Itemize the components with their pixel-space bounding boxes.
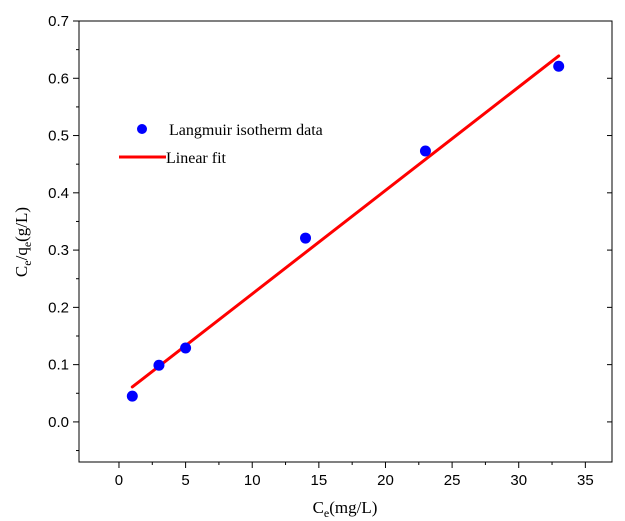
right-axis-ticks [607, 20, 612, 423]
x-axis: 0 5 10 15 20 25 30 35 [115, 462, 594, 489]
y-tick-label: 0.6 [48, 70, 69, 87]
plot-frame [78, 20, 613, 463]
data-point [300, 232, 312, 244]
y-tick-label: 0.4 [48, 185, 69, 202]
legend-marker-scatter [137, 124, 147, 134]
x-axis-title: Ce(mg/L) [313, 498, 378, 520]
y-tick-label: 0.0 [48, 414, 69, 431]
y-tick-label: 0.2 [48, 299, 69, 316]
x-tick-label: 5 [181, 472, 189, 489]
y-axis-title: Ce/qe(g/L) [12, 207, 34, 277]
y-tick-label: 0.3 [48, 242, 69, 259]
data-point [153, 359, 165, 371]
x-tick-label: 20 [377, 472, 394, 489]
legend-label-scatter: Langmuir isotherm data [169, 122, 323, 139]
data-point [419, 145, 431, 157]
y-tick-label: 0.7 [48, 13, 69, 30]
x-tick-label: 30 [510, 472, 527, 489]
x-tick-label: 0 [115, 472, 123, 489]
y-tick-label: 0.5 [48, 128, 69, 145]
x-tick-label: 15 [311, 472, 328, 489]
data-point [126, 390, 138, 402]
legend-label-line: Linear fit [166, 150, 227, 167]
y-tick-label: 0.1 [48, 357, 69, 374]
fit-line [130, 54, 561, 389]
x-tick-label: 25 [444, 472, 461, 489]
legend: Langmuir isotherm data Linear fit [119, 122, 323, 167]
y-axis: 0.0 0.1 0.2 0.3 0.4 0.5 0.6 0.7 [48, 13, 79, 452]
x-tick-label: 10 [244, 472, 261, 489]
x-tick-label: 35 [577, 472, 594, 489]
series-layer [126, 54, 565, 402]
data-point [180, 342, 192, 354]
data-point [553, 60, 565, 72]
